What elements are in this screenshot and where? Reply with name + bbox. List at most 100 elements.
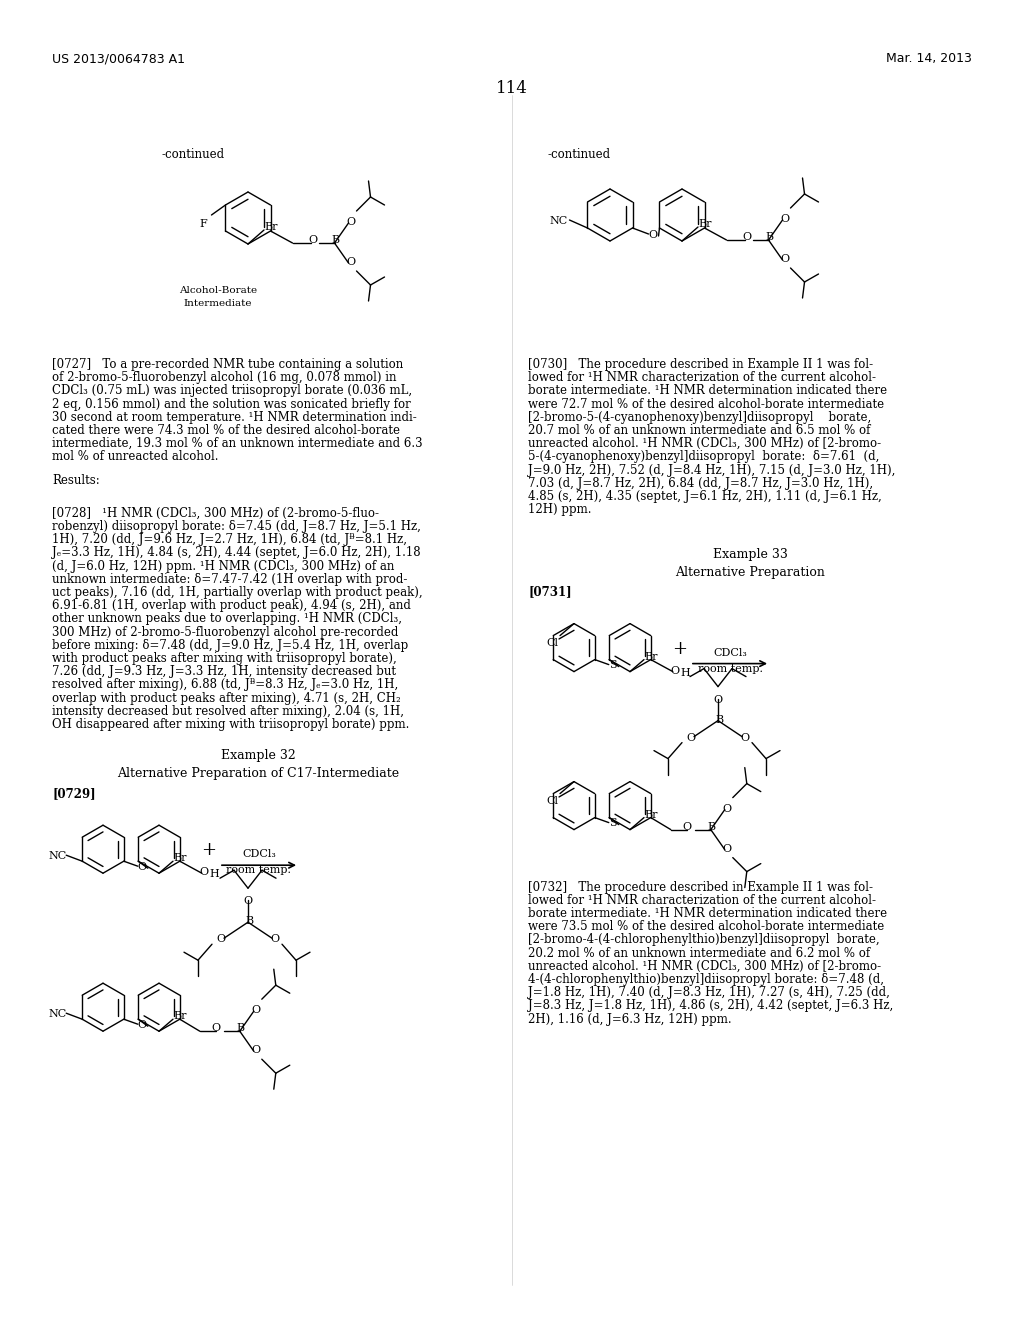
Text: cated there were 74.3 mol % of the desired alcohol-borate: cated there were 74.3 mol % of the desir… — [52, 424, 400, 437]
Text: 7.03 (d, J=8.7 Hz, 2H), 6.84 (dd, J=8.7 Hz, J=3.0 Hz, 1H),: 7.03 (d, J=8.7 Hz, 2H), 6.84 (dd, J=8.7 … — [528, 477, 873, 490]
Text: O: O — [740, 733, 750, 743]
Text: B: B — [715, 714, 723, 725]
Text: [0728]   ¹H NMR (CDCl₃, 300 MHz) of (2-bromo-5-fluo-: [0728] ¹H NMR (CDCl₃, 300 MHz) of (2-bro… — [52, 507, 379, 520]
Text: room temp.: room temp. — [226, 865, 292, 875]
Text: other unknown peaks due to overlapping. ¹H NMR (CDCl₃,: other unknown peaks due to overlapping. … — [52, 612, 402, 626]
Text: +: + — [201, 841, 216, 859]
Text: before mixing: δ=7.48 (dd, J=9.0 Hz, J=5.4 Hz, 1H, overlap: before mixing: δ=7.48 (dd, J=9.0 Hz, J=5… — [52, 639, 409, 652]
Text: NC: NC — [550, 216, 567, 226]
Text: J=1.8 Hz, 1H), 7.40 (d, J=8.3 Hz, 1H), 7.27 (s, 4H), 7.25 (dd,: J=1.8 Hz, 1H), 7.40 (d, J=8.3 Hz, 1H), 7… — [528, 986, 890, 999]
Text: NC: NC — [48, 1010, 67, 1019]
Text: O: O — [683, 821, 692, 832]
Text: B: B — [237, 1023, 245, 1034]
Text: O: O — [138, 862, 146, 873]
Text: [0729]: [0729] — [52, 787, 95, 800]
Text: O: O — [742, 232, 752, 242]
Text: F: F — [200, 219, 207, 228]
Text: of 2-bromo-5-fluorobenzyl alcohol (16 mg, 0.078 mmol) in: of 2-bromo-5-fluorobenzyl alcohol (16 mg… — [52, 371, 396, 384]
Text: borate intermediate. ¹H NMR determination indicated there: borate intermediate. ¹H NMR determinatio… — [528, 384, 887, 397]
Text: intensity decreased but resolved after mixing), 2.04 (s, 1H,: intensity decreased but resolved after m… — [52, 705, 404, 718]
Text: resolved after mixing), 6.88 (td, Jᴯ=8.3 Hz, Jₑ=3.0 Hz, 1H,: resolved after mixing), 6.88 (td, Jᴯ=8.3… — [52, 678, 398, 692]
Text: US 2013/0064783 A1: US 2013/0064783 A1 — [52, 51, 185, 65]
Text: 7.26 (dd, J=9.3 Hz, J=3.3 Hz, 1H, intensity decreased but: 7.26 (dd, J=9.3 Hz, J=3.3 Hz, 1H, intens… — [52, 665, 396, 678]
Text: O: O — [200, 867, 209, 878]
Text: O: O — [216, 935, 225, 944]
Text: [0731]: [0731] — [528, 586, 571, 598]
Text: 30 second at room temperature. ¹H NMR determination indi-: 30 second at room temperature. ¹H NMR de… — [52, 411, 417, 424]
Text: Intermediate: Intermediate — [183, 300, 252, 308]
Text: 20.7 mol % of an unknown intermediate and 6.5 mol % of: 20.7 mol % of an unknown intermediate an… — [528, 424, 870, 437]
Text: O: O — [308, 235, 317, 246]
Text: Br: Br — [698, 219, 712, 228]
Text: Alternative Preparation: Alternative Preparation — [675, 565, 825, 578]
Text: Jₑ=3.3 Hz, 1H), 4.84 (s, 2H), 4.44 (septet, J=6.0 Hz, 2H), 1.18: Jₑ=3.3 Hz, 1H), 4.84 (s, 2H), 4.44 (sept… — [52, 546, 421, 560]
Text: 2 eq, 0.156 mmol) and the solution was sonicated briefly for: 2 eq, 0.156 mmol) and the solution was s… — [52, 397, 411, 411]
Text: O: O — [780, 214, 790, 224]
Text: 2H), 1.16 (d, J=6.3 Hz, 12H) ppm.: 2H), 1.16 (d, J=6.3 Hz, 12H) ppm. — [528, 1012, 731, 1026]
Text: lowed for ¹H NMR characterization of the current alcohol-: lowed for ¹H NMR characterization of the… — [528, 371, 876, 384]
Text: [0727]   To a pre-recorded NMR tube containing a solution: [0727] To a pre-recorded NMR tube contai… — [52, 358, 403, 371]
Text: Example 33: Example 33 — [713, 548, 787, 561]
Text: 4.85 (s, 2H), 4.35 (septet, J=6.1 Hz, 2H), 1.11 (d, J=6.1 Hz,: 4.85 (s, 2H), 4.35 (septet, J=6.1 Hz, 2H… — [528, 490, 882, 503]
Text: 12H) ppm.: 12H) ppm. — [528, 503, 592, 516]
Text: B: B — [766, 232, 774, 242]
Text: S: S — [609, 817, 616, 828]
Text: robenzyl) diisopropyl borate: δ=7.45 (dd, J=8.7 Hz, J=5.1 Hz,: robenzyl) diisopropyl borate: δ=7.45 (dd… — [52, 520, 421, 533]
Text: H: H — [210, 869, 219, 879]
Text: 4-(4-chlorophenylthio)benzyl]diisopropyl borate: δ=7.48 (d,: 4-(4-chlorophenylthio)benzyl]diisopropyl… — [528, 973, 884, 986]
Text: O: O — [780, 253, 790, 264]
Text: uct peaks), 7.16 (dd, 1H, partially overlap with product peak),: uct peaks), 7.16 (dd, 1H, partially over… — [52, 586, 423, 599]
Text: O: O — [270, 935, 280, 944]
Text: CDCl₃ (0.75 mL) was injected triisopropyl borate (0.036 mL,: CDCl₃ (0.75 mL) was injected triisopropy… — [52, 384, 412, 397]
Text: Mar. 14, 2013: Mar. 14, 2013 — [886, 51, 972, 65]
Text: Br: Br — [173, 853, 186, 863]
Text: O: O — [138, 1020, 146, 1030]
Text: unreacted alcohol. ¹H NMR (CDCl₃, 300 MHz) of [2-bromo-: unreacted alcohol. ¹H NMR (CDCl₃, 300 MH… — [528, 437, 881, 450]
Text: [2-bromo-5-(4-cyanophenoxy)benzyl]diisopropyl    borate,: [2-bromo-5-(4-cyanophenoxy)benzyl]diisop… — [528, 411, 871, 424]
Text: O: O — [252, 1006, 261, 1015]
Text: 5-(4-cyanophenoxy)benzyl]diisopropyl  borate:  δ=7.61  (d,: 5-(4-cyanophenoxy)benzyl]diisopropyl bor… — [528, 450, 880, 463]
Text: CDCl₃: CDCl₃ — [242, 849, 275, 859]
Text: unreacted alcohol. ¹H NMR (CDCl₃, 300 MHz) of [2-bromo-: unreacted alcohol. ¹H NMR (CDCl₃, 300 MH… — [528, 960, 881, 973]
Text: room temp.: room temp. — [697, 664, 763, 673]
Text: lowed for ¹H NMR characterization of the current alcohol-: lowed for ¹H NMR characterization of the… — [528, 894, 876, 907]
Text: 20.2 mol % of an unknown intermediate and 6.2 mol % of: 20.2 mol % of an unknown intermediate an… — [528, 946, 870, 960]
Text: O: O — [346, 257, 355, 267]
Text: [0732]   The procedure described in Example II 1 was fol-: [0732] The procedure described in Exampl… — [528, 880, 873, 894]
Text: H: H — [681, 668, 690, 677]
Text: Alcohol-Borate: Alcohol-Borate — [179, 286, 257, 294]
Text: mol % of unreacted alcohol.: mol % of unreacted alcohol. — [52, 450, 218, 463]
Text: O: O — [648, 230, 657, 240]
Text: CDCl₃: CDCl₃ — [713, 648, 746, 657]
Text: overlap with product peaks after mixing), 4.71 (s, 2H, CH₂: overlap with product peaks after mixing)… — [52, 692, 400, 705]
Text: Br: Br — [173, 1011, 186, 1022]
Text: 1H), 7.20 (dd, J=9.6 Hz, J=2.7 Hz, 1H), 6.84 (td, Jᴯ=8.1 Hz,: 1H), 7.20 (dd, J=9.6 Hz, J=2.7 Hz, 1H), … — [52, 533, 407, 546]
Text: [0730]   The procedure described in Example II 1 was fol-: [0730] The procedure described in Exampl… — [528, 358, 873, 371]
Text: unknown intermediate: δ=7.47-7.42 (1H overlap with prod-: unknown intermediate: δ=7.47-7.42 (1H ov… — [52, 573, 408, 586]
Text: intermediate, 19.3 mol % of an unknown intermediate and 6.3: intermediate, 19.3 mol % of an unknown i… — [52, 437, 423, 450]
Text: Alternative Preparation of C17-Intermediate: Alternative Preparation of C17-Intermedi… — [117, 767, 399, 780]
Text: Cl: Cl — [546, 638, 558, 648]
Text: Results:: Results: — [52, 474, 99, 487]
Text: O: O — [686, 733, 695, 743]
Text: were 72.7 mol % of the desired alcohol-borate intermediate: were 72.7 mol % of the desired alcohol-b… — [528, 397, 884, 411]
Text: O: O — [723, 843, 732, 854]
Text: B: B — [708, 821, 716, 832]
Text: borate intermediate. ¹H NMR determination indicated there: borate intermediate. ¹H NMR determinatio… — [528, 907, 887, 920]
Text: 114: 114 — [496, 81, 528, 96]
Text: Br: Br — [644, 652, 657, 661]
Text: J=8.3 Hz, J=1.8 Hz, 1H), 4.86 (s, 2H), 4.42 (septet, J=6.3 Hz,: J=8.3 Hz, J=1.8 Hz, 1H), 4.86 (s, 2H), 4… — [528, 999, 893, 1012]
Text: J=9.0 Hz, 2H), 7.52 (d, J=8.4 Hz, 1H), 7.15 (d, J=3.0 Hz, 1H),: J=9.0 Hz, 2H), 7.52 (d, J=8.4 Hz, 1H), 7… — [528, 463, 895, 477]
Text: O: O — [713, 694, 722, 705]
Text: S: S — [609, 660, 616, 669]
Text: O: O — [252, 1045, 261, 1055]
Text: Example 32: Example 32 — [220, 750, 295, 762]
Text: +: + — [672, 640, 687, 657]
Text: Cl: Cl — [546, 796, 558, 805]
Text: 6.91-6.81 (1H, overlap with product peak), 4.94 (s, 2H), and: 6.91-6.81 (1H, overlap with product peak… — [52, 599, 411, 612]
Text: -continued: -continued — [162, 148, 225, 161]
Text: B: B — [332, 235, 340, 246]
Text: Br: Br — [644, 809, 657, 820]
Text: B: B — [245, 916, 253, 927]
Text: NC: NC — [48, 851, 67, 861]
